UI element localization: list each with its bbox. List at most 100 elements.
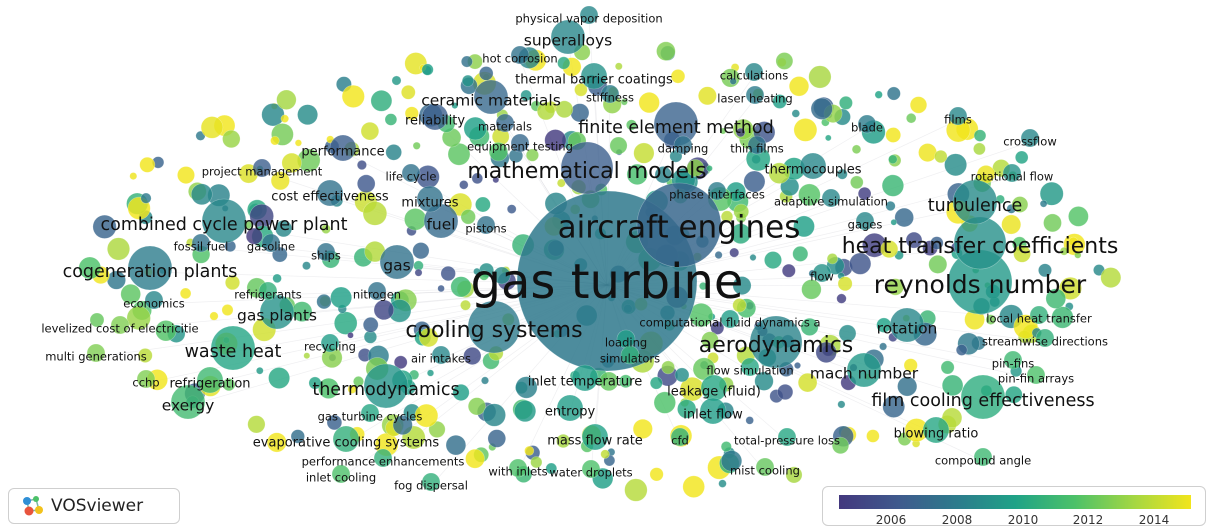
term-label[interactable]: finite element method bbox=[578, 118, 773, 138]
term-label[interactable]: mass flow rate bbox=[547, 434, 643, 449]
term-label[interactable]: blade bbox=[851, 121, 883, 135]
term-label[interactable]: entropy bbox=[545, 405, 596, 420]
term-label[interactable]: recycling bbox=[304, 340, 356, 354]
term-label[interactable]: nitrogen bbox=[353, 288, 401, 302]
term-label[interactable]: life cycle bbox=[386, 170, 437, 184]
term-bubble bbox=[749, 315, 803, 369]
term-label[interactable]: stiffness bbox=[586, 91, 634, 105]
term-label[interactable]: flow simulation bbox=[706, 364, 793, 378]
term-label[interactable]: inlet flow bbox=[683, 408, 743, 423]
term-label[interactable]: phase interfaces bbox=[669, 188, 765, 202]
term-label[interactable]: materials bbox=[478, 120, 532, 134]
term-label[interactable]: turbulence bbox=[928, 196, 1022, 216]
term-label[interactable]: inlet cooling bbox=[306, 471, 376, 485]
term-label[interactable]: hot corrosion bbox=[482, 52, 557, 66]
term-label[interactable]: evaporative cooling systems bbox=[253, 436, 440, 451]
term-label[interactable]: gas turbine cycles bbox=[318, 410, 423, 424]
term-label[interactable]: multi generations bbox=[45, 350, 147, 364]
term-label[interactable]: ships bbox=[311, 249, 341, 263]
term-label[interactable]: physical vapor deposition bbox=[515, 12, 662, 26]
term-label[interactable]: crossflow bbox=[1003, 135, 1057, 149]
term-label[interactable]: air intakes bbox=[411, 352, 471, 366]
term-node bbox=[460, 55, 473, 68]
vosviewer-logo[interactable]: VOSviewer bbox=[8, 488, 180, 524]
term-label[interactable]: pistons bbox=[465, 222, 506, 236]
term-label[interactable]: damping bbox=[658, 142, 709, 156]
term-node bbox=[1039, 181, 1064, 206]
term-label[interactable]: leakage (fluid) bbox=[667, 385, 761, 400]
term-label[interactable]: heat transfer coefficients bbox=[842, 234, 1119, 259]
term-label[interactable]: loading bbox=[605, 336, 647, 350]
term-node bbox=[866, 429, 880, 443]
term-node bbox=[126, 305, 151, 331]
term-label[interactable]: rotational flow bbox=[971, 170, 1054, 184]
term-label[interactable]: cogeneration plants bbox=[63, 262, 238, 282]
term-label[interactable]: refrigerants bbox=[234, 288, 301, 302]
term-label[interactable]: thermal barrier coatings bbox=[515, 73, 673, 88]
term-label[interactable]: thin films bbox=[730, 142, 784, 156]
term-label[interactable]: refrigeration bbox=[169, 377, 250, 392]
term-label[interactable]: gas plants bbox=[237, 307, 317, 325]
term-label[interactable]: thermodynamics bbox=[312, 380, 459, 400]
term-label[interactable]: with inlets bbox=[488, 465, 547, 479]
term-label[interactable]: reliability bbox=[405, 114, 465, 129]
term-label[interactable]: rotation bbox=[877, 320, 938, 338]
term-label[interactable]: equipment testing bbox=[467, 140, 573, 154]
term-label[interactable]: mist cooling bbox=[730, 464, 800, 478]
term-label[interactable]: reynolds number bbox=[874, 270, 1087, 299]
term-label[interactable]: pin-fins bbox=[992, 357, 1034, 371]
term-label[interactable]: film cooling effectiveness bbox=[871, 391, 1094, 411]
term-label[interactable]: pin-fin arrays bbox=[998, 372, 1074, 386]
term-label[interactable]: cchp bbox=[132, 376, 159, 390]
term-label[interactable]: ceramic materials bbox=[421, 92, 561, 110]
term-label[interactable]: local heat transfer bbox=[986, 312, 1092, 326]
term-node bbox=[1013, 314, 1038, 339]
term-label[interactable]: cost effectiveness bbox=[271, 190, 389, 205]
term-label[interactable]: inlet temperature bbox=[528, 375, 642, 390]
term-label[interactable]: flow bbox=[810, 270, 834, 284]
term-label[interactable]: gas bbox=[383, 257, 410, 275]
term-label[interactable]: streamwise directions bbox=[982, 335, 1108, 349]
term-label[interactable]: gas turbine bbox=[471, 254, 744, 310]
term-label[interactable]: laser heating bbox=[717, 92, 792, 106]
term-label[interactable]: films bbox=[944, 113, 972, 127]
term-label[interactable]: superalloys bbox=[524, 32, 613, 50]
term-label[interactable]: fog dispersal bbox=[394, 479, 468, 493]
term-node bbox=[1039, 199, 1048, 208]
term-label[interactable]: gasoline bbox=[247, 240, 295, 254]
term-label[interactable]: computational fluid dynamics a bbox=[639, 316, 820, 330]
term-label[interactable]: combined cycle power plant bbox=[101, 215, 348, 235]
term-label[interactable]: fossil fuel bbox=[174, 240, 229, 254]
term-label[interactable]: compound angle bbox=[935, 454, 1031, 468]
term-label[interactable]: adaptive simulation bbox=[774, 195, 888, 209]
term-label[interactable]: water droplets bbox=[549, 466, 632, 480]
term-label[interactable]: mathematical models bbox=[467, 159, 706, 184]
term-label[interactable]: levelized cost of electricitie bbox=[41, 322, 198, 336]
term-label[interactable]: economics bbox=[123, 297, 184, 311]
term-label[interactable]: cooling systems bbox=[405, 318, 582, 343]
term-label[interactable]: blowing ratio bbox=[894, 427, 979, 442]
term-node bbox=[347, 331, 354, 339]
term-bubble bbox=[821, 188, 841, 208]
term-node bbox=[473, 267, 481, 276]
term-label[interactable]: aerodynamics bbox=[699, 333, 854, 358]
term-label[interactable]: mixtures bbox=[401, 196, 458, 211]
term-label[interactable]: project management bbox=[202, 165, 323, 179]
term-label[interactable]: cfd bbox=[671, 434, 689, 448]
term-label[interactable]: fuel bbox=[426, 216, 455, 234]
term-label[interactable]: exergy bbox=[162, 397, 215, 415]
term-label[interactable]: waste heat bbox=[185, 342, 282, 362]
term-label[interactable]: gages bbox=[848, 218, 883, 232]
term-label[interactable]: performance bbox=[301, 145, 384, 160]
term-label[interactable]: calculations bbox=[720, 69, 788, 83]
term-node bbox=[520, 89, 532, 102]
term-label[interactable]: thermocouples bbox=[764, 163, 861, 178]
term-label[interactable]: total-pressure loss bbox=[734, 434, 840, 448]
term-label[interactable]: simulators bbox=[600, 352, 660, 366]
term-node bbox=[714, 251, 723, 260]
term-node bbox=[618, 374, 633, 389]
term-label[interactable]: performance enhancements bbox=[302, 455, 465, 469]
term-label[interactable]: aircraft engines bbox=[558, 210, 801, 246]
term-label[interactable]: mach number bbox=[810, 365, 919, 383]
